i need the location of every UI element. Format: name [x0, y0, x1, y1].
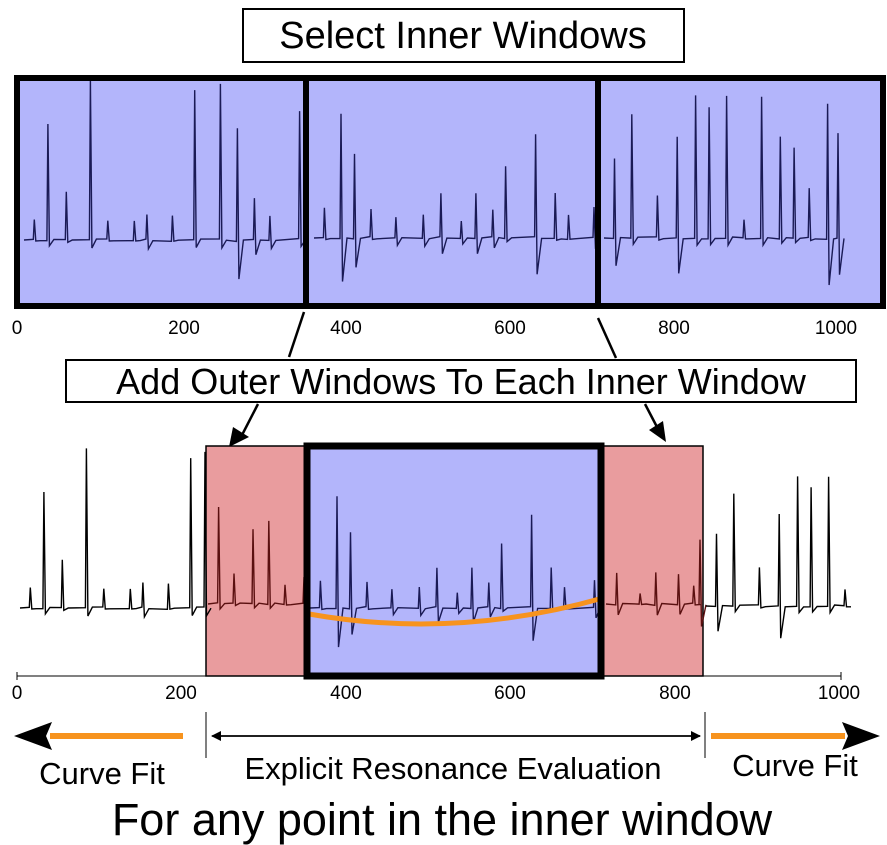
outer-arrow-left-head-icon	[229, 427, 249, 447]
signal-segment	[207, 506, 311, 614]
curve-fit-line	[308, 595, 604, 627]
inner-window	[306, 446, 602, 676]
top-inner-windows	[14, 75, 886, 309]
top-tick-label: 800	[658, 318, 690, 339]
outer-window-left	[205, 445, 307, 677]
top-title-box: Select Inner Windows	[242, 8, 685, 63]
outer-arrow-left-shaft	[239, 403, 260, 438]
mid-title: Add Outer Windows To Each Inner Window	[116, 361, 807, 402]
top-x-axis: 0 200 400 600 800 1000	[12, 318, 857, 339]
left-label: Curve Fit	[39, 756, 165, 791]
top-title: Select Inner Windows	[279, 15, 647, 57]
bottom-tick-label: 200	[165, 683, 197, 704]
top-tick-label: 0	[12, 318, 23, 339]
outer-window-right	[601, 445, 704, 677]
right-label: Curve Fit	[732, 748, 858, 783]
outer-arrow-right-head-icon	[649, 421, 666, 442]
top-window-frame	[14, 75, 886, 309]
signal-segment	[309, 496, 602, 648]
bottom-tick-label: 400	[330, 683, 362, 704]
top-tick-label: 1000	[815, 318, 857, 339]
bottom-tick-label: 600	[494, 683, 526, 704]
bottom-signal-trace	[19, 448, 851, 648]
signal-segment	[605, 539, 707, 627]
outer-arrow-right-shaft	[643, 403, 659, 428]
center-label: Explicit Resonance Evaluation	[244, 751, 661, 786]
signal-segment	[603, 95, 845, 286]
signal-segment	[313, 113, 601, 282]
bottom-tick-label: 1000	[818, 683, 860, 704]
signal-segment	[19, 448, 212, 620]
connector-line-right	[596, 317, 618, 359]
bottom-tick-label: 800	[659, 683, 691, 704]
signal-segment	[705, 476, 851, 639]
connector-line-left	[287, 311, 306, 358]
signal-segment	[23, 80, 307, 280]
mid-title-box: Add Outer Windows To Each Inner Window	[65, 359, 857, 403]
top-tick-label: 200	[168, 318, 200, 339]
top-window-background	[17, 78, 883, 306]
arrow-left-icon	[14, 722, 52, 750]
arrow-right-icon	[842, 722, 880, 750]
bottom-tick-label: 0	[12, 683, 23, 704]
top-tick-label: 600	[494, 318, 526, 339]
bottom-caption: For any point in the inner window	[112, 794, 773, 845]
top-signal-trace	[23, 80, 845, 286]
bottom-windows	[19, 442, 851, 680]
bottom-x-axis: 0 200 400 600 800 1000	[12, 672, 860, 704]
top-tick-label: 400	[330, 318, 362, 339]
